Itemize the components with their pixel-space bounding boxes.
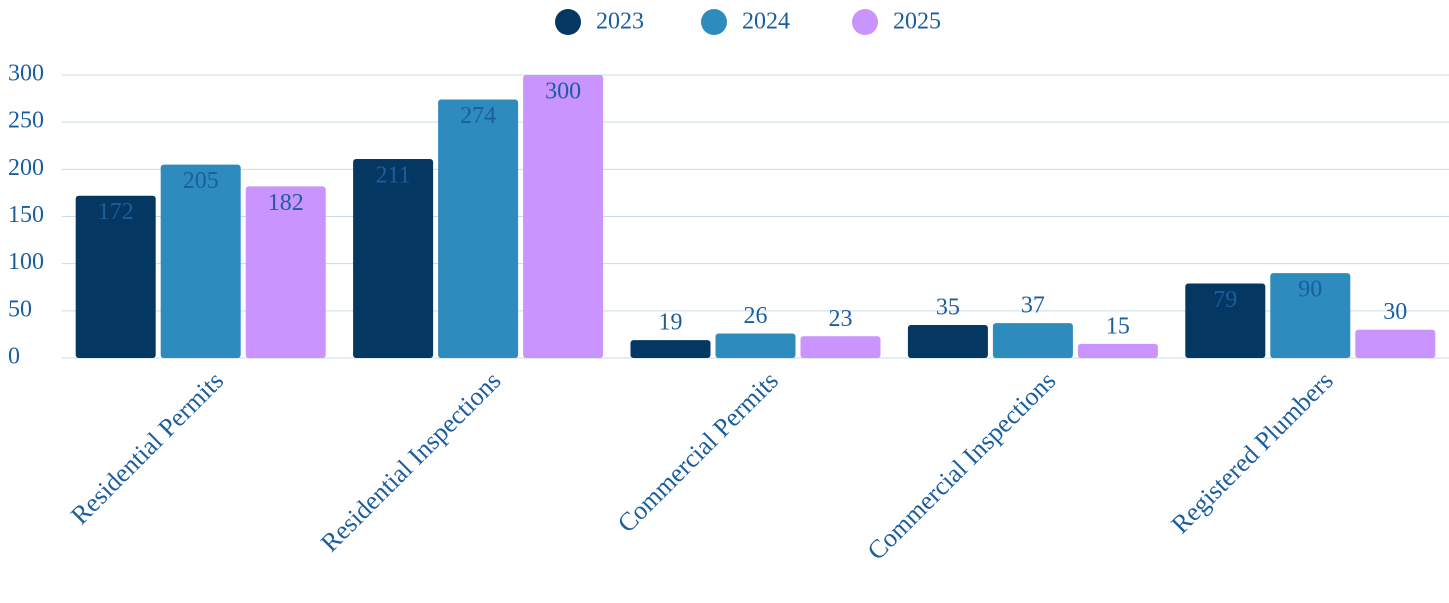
y-tick-label: 100 bbox=[8, 249, 44, 275]
data-label: 79 bbox=[1213, 287, 1237, 313]
bar bbox=[245, 186, 326, 358]
data-label: 35 bbox=[936, 294, 960, 320]
legend-label: 2024 bbox=[742, 9, 790, 35]
x-tick-label: Commercial Inspections bbox=[862, 366, 1062, 566]
x-tick-label: Residential Inspections bbox=[315, 366, 507, 558]
data-label: 172 bbox=[98, 199, 134, 225]
data-label: 26 bbox=[744, 303, 768, 329]
y-tick-label: 50 bbox=[8, 296, 32, 322]
data-label: 300 bbox=[545, 79, 581, 105]
bar bbox=[1270, 273, 1351, 358]
data-label: 205 bbox=[183, 168, 219, 194]
bar bbox=[1185, 283, 1266, 358]
x-tick-label: Commercial Permits bbox=[612, 366, 784, 538]
legend-label: 2025 bbox=[893, 9, 941, 35]
legend-swatch bbox=[701, 9, 727, 35]
bar bbox=[800, 336, 881, 358]
bar bbox=[1355, 329, 1436, 358]
legend-swatch bbox=[555, 9, 581, 35]
bar bbox=[1077, 343, 1158, 358]
data-label: 19 bbox=[659, 310, 683, 336]
y-tick-label: 200 bbox=[8, 155, 44, 181]
data-label: 182 bbox=[268, 190, 304, 216]
y-tick-label: 0 bbox=[8, 344, 20, 370]
bar bbox=[353, 158, 434, 358]
data-label: 211 bbox=[376, 162, 411, 188]
bar bbox=[907, 324, 988, 358]
data-label: 30 bbox=[1383, 299, 1407, 325]
y-tick-label: 150 bbox=[8, 202, 44, 228]
legend-label: 2023 bbox=[596, 9, 644, 35]
legend-swatch bbox=[852, 9, 878, 35]
data-label: 37 bbox=[1021, 293, 1045, 319]
bar bbox=[630, 340, 711, 358]
data-label: 15 bbox=[1106, 313, 1130, 339]
y-tick-label: 300 bbox=[8, 61, 44, 87]
bar bbox=[438, 99, 519, 358]
data-label: 90 bbox=[1298, 277, 1322, 303]
x-tick-label: Residential Permits bbox=[65, 366, 229, 530]
bar bbox=[160, 164, 241, 358]
bar bbox=[75, 195, 156, 358]
bar bbox=[523, 75, 604, 358]
x-tick-label: Registered Plumbers bbox=[1166, 366, 1339, 539]
data-label: 274 bbox=[460, 103, 496, 129]
y-tick-label: 250 bbox=[8, 108, 44, 134]
bar bbox=[715, 333, 796, 358]
bar bbox=[992, 323, 1073, 358]
data-label: 23 bbox=[829, 306, 853, 332]
